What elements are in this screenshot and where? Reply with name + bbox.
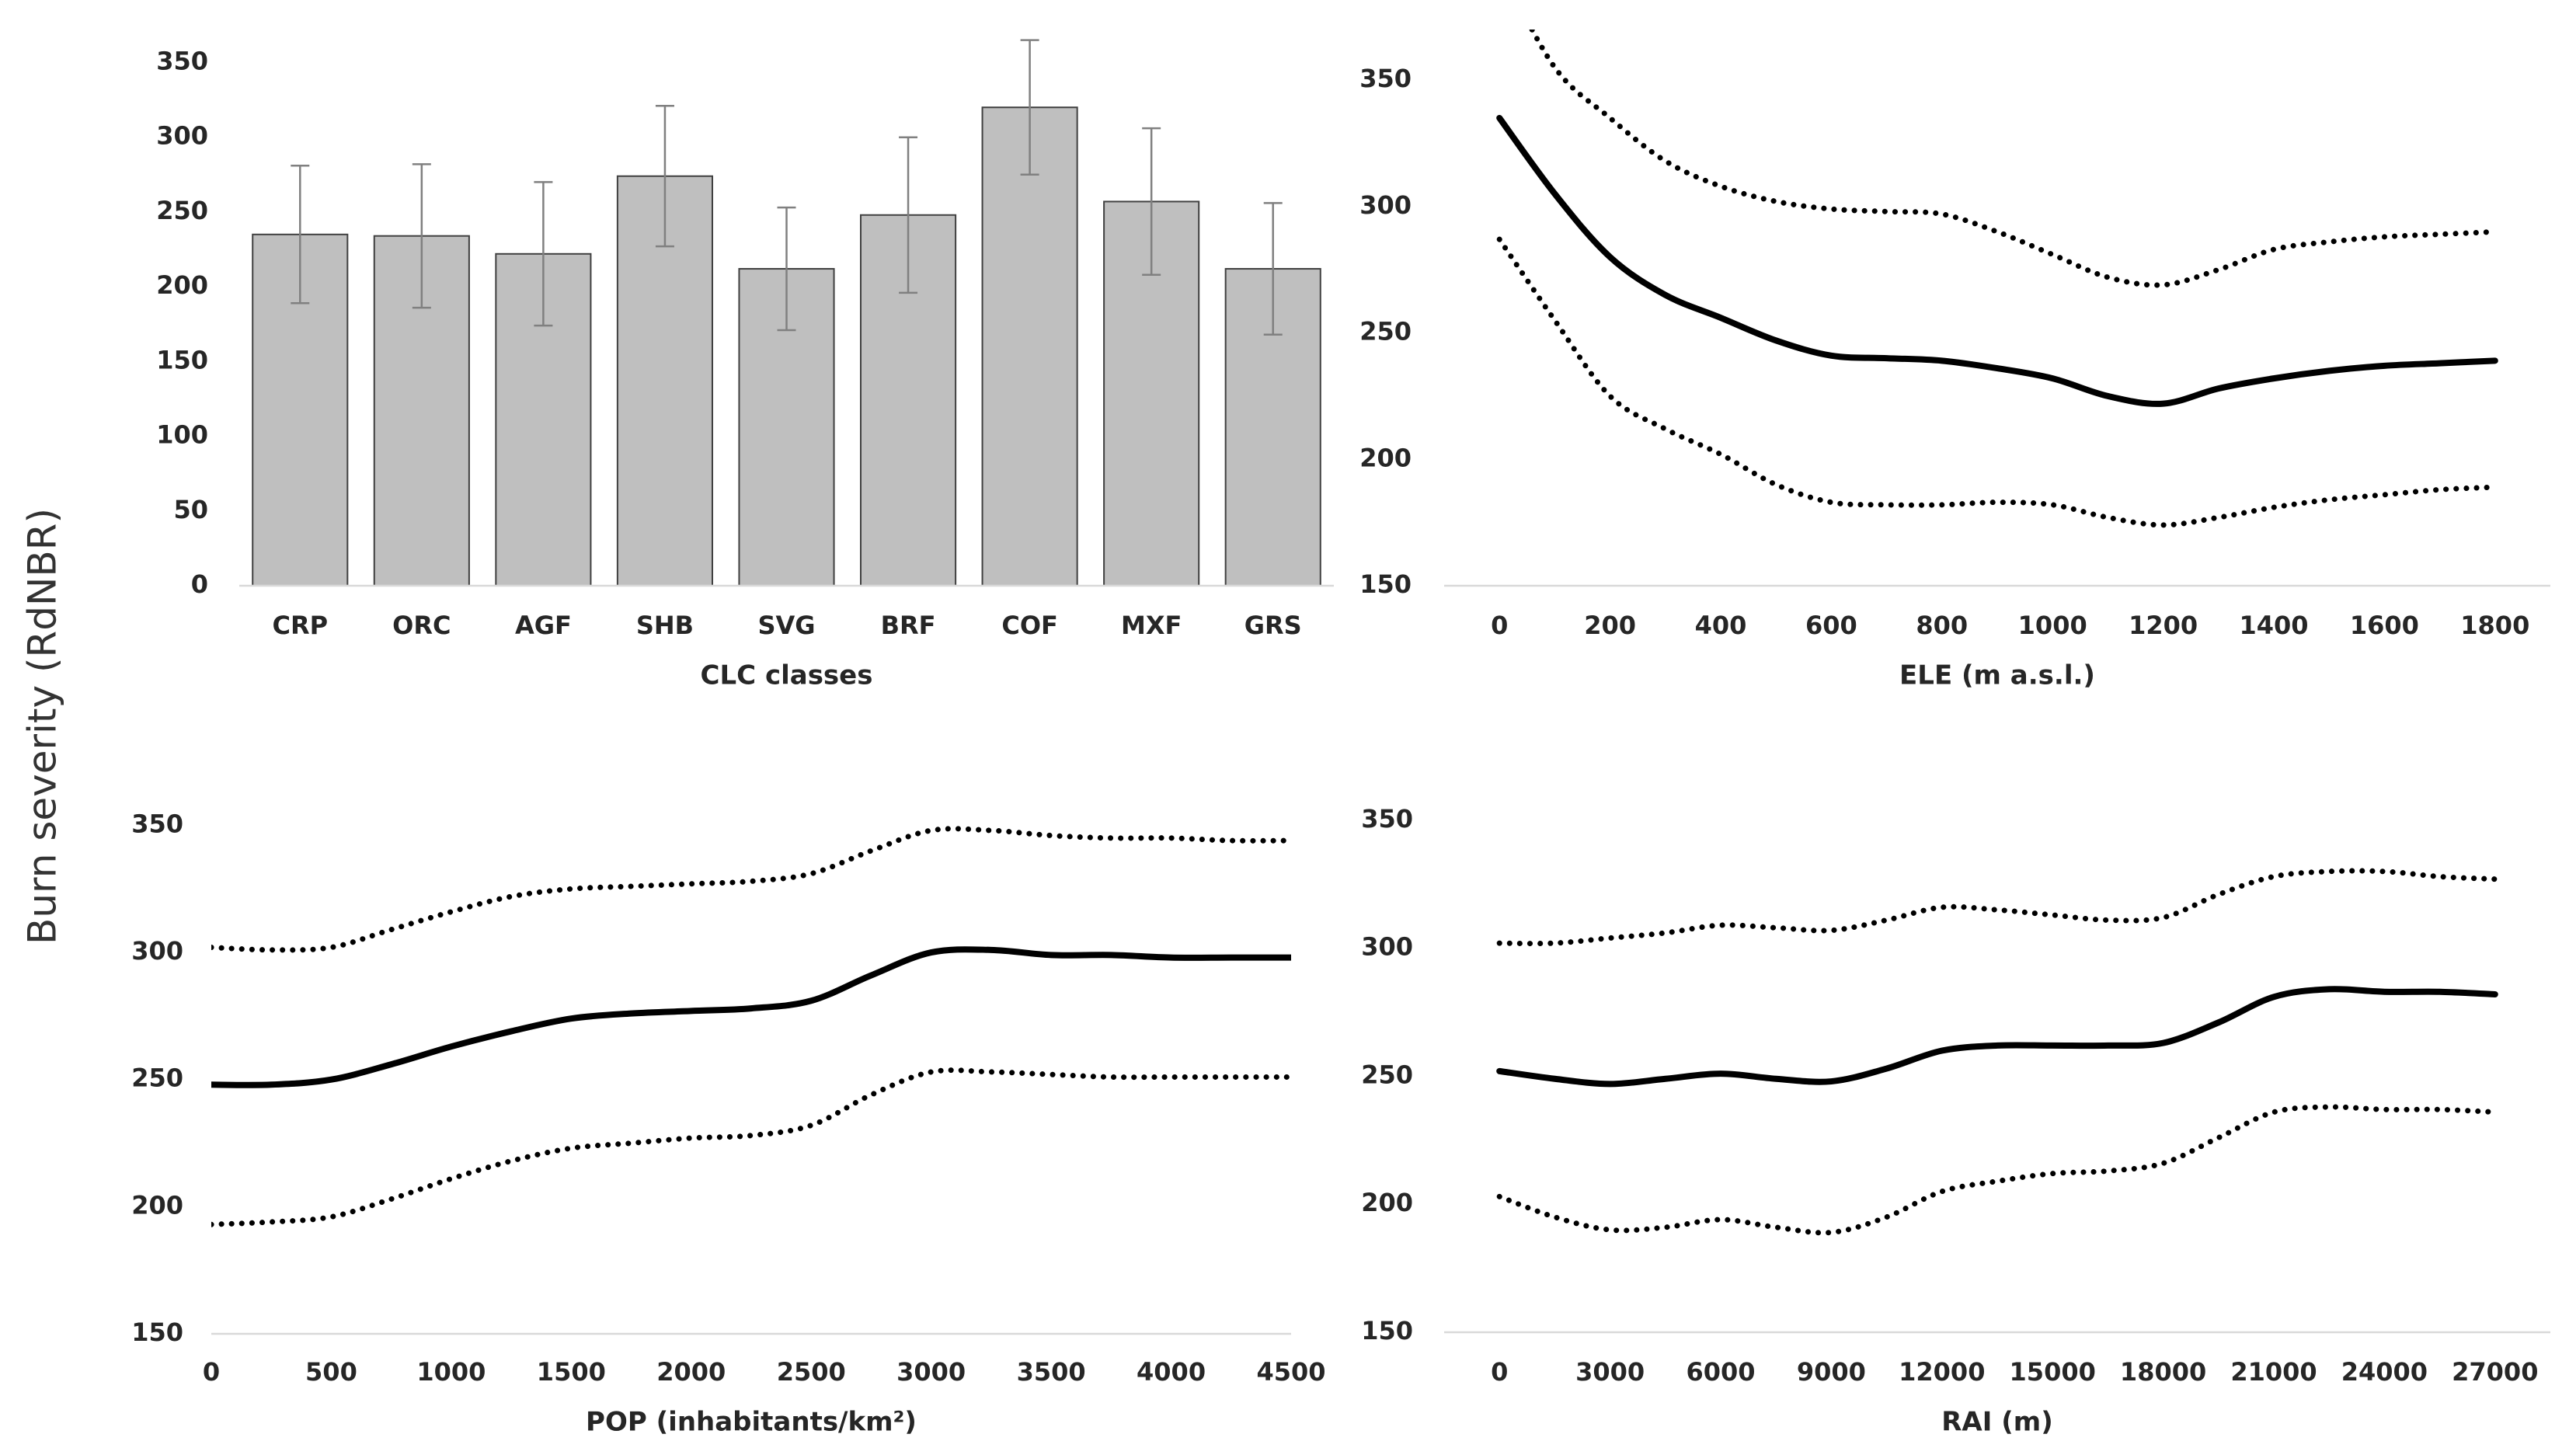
x-tick-label: 1500 <box>537 1357 606 1387</box>
x-axis-title: RAI (m) <box>1941 1407 2053 1438</box>
y-tick-label: 350 <box>156 46 208 75</box>
x-tick-label: 21000 <box>2230 1357 2317 1387</box>
error-bar <box>291 165 310 305</box>
y-tick-label: 300 <box>131 936 183 966</box>
y-tick-label: 150 <box>156 345 208 374</box>
y-tick-label: 200 <box>156 270 208 300</box>
error-bar <box>412 163 431 309</box>
x-tick-label: 4500 <box>1256 1357 1325 1387</box>
y-tick-label: 300 <box>156 121 208 151</box>
x-tick-label: 2500 <box>777 1357 846 1387</box>
dotted-line <box>1496 1104 2498 1236</box>
y-tick-label: 150 <box>1361 1316 1413 1345</box>
x-tick-label: SVG <box>757 611 815 640</box>
x-tick-label: 3500 <box>1017 1357 1086 1387</box>
x-tick-label: 1200 <box>2129 611 2198 640</box>
y-tick-label: 250 <box>1359 317 1412 346</box>
x-tick-label: 0 <box>203 1357 220 1387</box>
x-tick-label: 3000 <box>896 1357 966 1387</box>
y-tick-label: 250 <box>156 196 208 225</box>
x-tick-label: SHB <box>636 611 694 640</box>
y-tick-label: 350 <box>131 809 183 838</box>
x-tick-label: 4000 <box>1137 1357 1206 1387</box>
error-bar <box>1020 39 1039 176</box>
x-tick-label: 0 <box>1491 611 1508 640</box>
x-tick-label: 2000 <box>656 1357 726 1387</box>
dotted-line <box>211 1067 1291 1227</box>
x-tick-label: 800 <box>1916 611 1968 640</box>
error-bar <box>534 181 553 327</box>
x-tick-label: 1000 <box>416 1357 486 1387</box>
dotted-line <box>1529 30 2498 288</box>
x-tick-label: 600 <box>1805 611 1857 640</box>
x-tick-label: 200 <box>1584 611 1636 640</box>
error-bar <box>1142 127 1161 276</box>
x-tick-label: 1000 <box>2018 611 2087 640</box>
y-tick-label: 200 <box>1359 443 1412 472</box>
error-bar <box>777 206 796 332</box>
y-tick-label: 150 <box>131 1318 183 1347</box>
x-tick-label: 1400 <box>2239 611 2308 640</box>
y-tick-label: 150 <box>1359 569 1412 599</box>
x-tick-label: 18000 <box>2120 1357 2206 1387</box>
x-axis-title: CLC classes <box>701 660 873 691</box>
x-tick-label: 27000 <box>2452 1357 2538 1387</box>
error-bar <box>899 136 918 294</box>
x-tick-label: 9000 <box>1797 1357 1866 1387</box>
x-tick-label: COF <box>1001 611 1058 640</box>
x-tick-label: 24000 <box>2341 1357 2428 1387</box>
solid-line <box>211 946 1291 1088</box>
y-tick-label: 350 <box>1359 64 1412 93</box>
solid-line <box>1496 986 2498 1088</box>
x-tick-label: 15000 <box>2010 1357 2096 1387</box>
x-tick-label: 0 <box>1491 1357 1508 1387</box>
y-tick-label: 0 <box>191 569 208 599</box>
x-tick-label: MXF <box>1121 611 1182 640</box>
x-tick-label: 12000 <box>1899 1357 1985 1387</box>
x-axis-title: POP (inhabitants/km²) <box>586 1407 917 1438</box>
dotted-line <box>211 826 1291 953</box>
y-tick-label: 200 <box>131 1190 183 1220</box>
y-tick-label: 100 <box>156 420 208 450</box>
y-tick-label: 300 <box>1359 190 1412 220</box>
y-tick-label: 300 <box>1361 932 1413 962</box>
error-bar <box>655 105 674 248</box>
error-bar <box>1263 202 1283 336</box>
y-tick-label: 250 <box>1361 1060 1413 1089</box>
dotted-line <box>1496 236 2498 528</box>
x-tick-label: ORC <box>392 611 451 640</box>
x-tick-label: GRS <box>1244 611 1302 640</box>
y-axis-title: Burn severity (RdNBR) <box>20 508 65 945</box>
solid-line <box>1496 114 2498 407</box>
x-tick-label: 500 <box>305 1357 357 1387</box>
bar <box>981 106 1078 587</box>
x-tick-label: BRF <box>881 611 936 640</box>
dotted-line <box>1496 868 2498 947</box>
x-tick-label: 6000 <box>1686 1357 1755 1387</box>
x-tick-label: 400 <box>1695 611 1747 640</box>
x-tick-label: CRP <box>272 611 328 640</box>
x-tick-label: 3000 <box>1575 1357 1645 1387</box>
y-tick-label: 200 <box>1361 1188 1413 1217</box>
x-tick-label: 1600 <box>2350 611 2419 640</box>
y-tick-label: 250 <box>131 1063 183 1093</box>
y-tick-label: 350 <box>1361 804 1413 834</box>
x-axis-title: ELE (m a.s.l.) <box>1899 660 2095 691</box>
x-tick-label: 1800 <box>2460 611 2529 640</box>
y-tick-label: 50 <box>173 495 208 524</box>
x-tick-label: AGF <box>515 611 572 640</box>
